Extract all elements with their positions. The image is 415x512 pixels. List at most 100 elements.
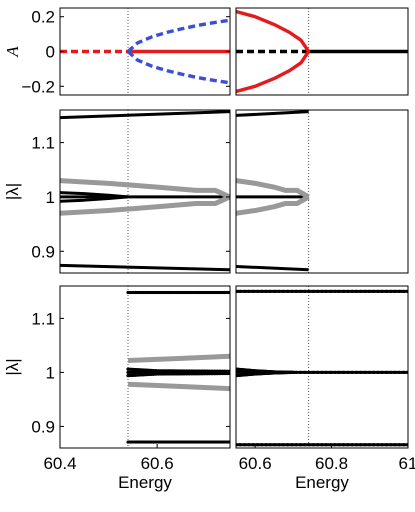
scatter-point (354, 370, 358, 374)
scatter-point (286, 443, 290, 447)
scatter-point (333, 370, 337, 374)
y-axis-label: A (3, 46, 22, 58)
scatter-point (200, 369, 204, 373)
scatter-point (179, 290, 184, 295)
scatter-point (329, 289, 333, 293)
scatter-point (238, 289, 242, 293)
scatter-point (192, 440, 196, 444)
scatter-point (346, 370, 350, 374)
scatter-point (290, 289, 294, 293)
scatter-point (192, 369, 196, 373)
y-tick-label: 0 (46, 43, 55, 62)
scatter-point (197, 372, 201, 376)
scatter-point (281, 289, 285, 293)
scatter-point (134, 440, 138, 444)
scatter-point (243, 289, 247, 293)
scatter-point (128, 370, 133, 374)
scatter-point (320, 443, 324, 447)
x-tick-label: 60.6 (239, 454, 272, 473)
scatter-point (162, 290, 166, 295)
scatter-point (208, 372, 212, 376)
scatter-point (151, 440, 156, 444)
scatter-point (149, 440, 153, 444)
scatter-point (202, 372, 207, 376)
scatter-point (363, 370, 367, 374)
scatter-point (372, 443, 376, 447)
scatter-point (324, 443, 328, 447)
scatter-point (316, 370, 320, 374)
scatter-point (218, 369, 222, 373)
scatter-point (215, 371, 219, 376)
scatter-point (128, 440, 133, 444)
panel-bottom-right: 60.6 60.8 61 Energy (235, 285, 415, 492)
scatter-point (213, 371, 217, 376)
scatter-point (131, 367, 135, 372)
scatter-point (210, 290, 214, 295)
scatter-point (157, 372, 161, 376)
scatter-point (294, 370, 298, 374)
scatter-point (225, 440, 230, 444)
x-tick-label: 60.4 (43, 454, 76, 473)
scatter-point (144, 440, 148, 444)
scatter-point (223, 290, 227, 295)
scatter-point (273, 443, 277, 447)
panel-top-right (235, 7, 409, 96)
scatter-point (255, 289, 260, 293)
scatter-point (177, 440, 181, 444)
scatter-point (151, 368, 156, 373)
scatter-point (136, 290, 140, 295)
scatter-point (220, 371, 224, 376)
scatter-point (354, 443, 358, 447)
scatter-point (402, 370, 406, 374)
series-line-6 (127, 381, 230, 392)
scatter-point (187, 372, 191, 376)
scatter-point (146, 368, 150, 372)
scatter-point (126, 367, 130, 371)
scatter-point (131, 290, 135, 295)
scatter-point (205, 369, 209, 373)
scatter-point (243, 370, 247, 374)
scatter-point (255, 443, 260, 447)
scatter-point (303, 443, 307, 447)
scatter-point (162, 440, 166, 444)
scatter-point (294, 289, 298, 293)
scatter-point (205, 372, 209, 376)
series-line-3 (236, 178, 310, 200)
scatter-point (303, 289, 307, 293)
scatter-point (359, 289, 363, 293)
scatter-point (367, 443, 371, 447)
scatter-point (139, 373, 143, 377)
series-line-0 (236, 110, 309, 117)
scatter-point (291, 370, 295, 374)
scatter-point (154, 440, 158, 444)
scatter-point (389, 443, 393, 447)
scatter-point (247, 289, 251, 293)
scatter-point (149, 290, 153, 295)
scatter-point (294, 443, 298, 447)
scatter-point (264, 443, 268, 447)
scatter-point (303, 370, 307, 374)
scatter-point (367, 370, 371, 374)
scatter-point (146, 372, 150, 377)
scatter-point (195, 290, 199, 295)
plot-area (60, 110, 230, 273)
scatter-point (337, 289, 341, 293)
scatter-point (149, 372, 153, 376)
scatter-point (251, 289, 255, 293)
scatter-point (376, 443, 380, 447)
scatter-point (187, 290, 191, 295)
scatter-point (341, 443, 346, 447)
y-axis-label: |λ| (3, 358, 22, 375)
axes-frame (59, 109, 231, 274)
y-tick-label: −0.2 (21, 77, 55, 96)
y-tick-label: 1.1 (31, 309, 55, 328)
scatter-point (141, 290, 145, 295)
scatter-point (210, 440, 214, 444)
scatter-point (195, 369, 199, 373)
scatter-point (190, 369, 194, 373)
plot-area (236, 110, 310, 273)
plot-area (60, 8, 230, 95)
scatter-point (208, 290, 212, 295)
